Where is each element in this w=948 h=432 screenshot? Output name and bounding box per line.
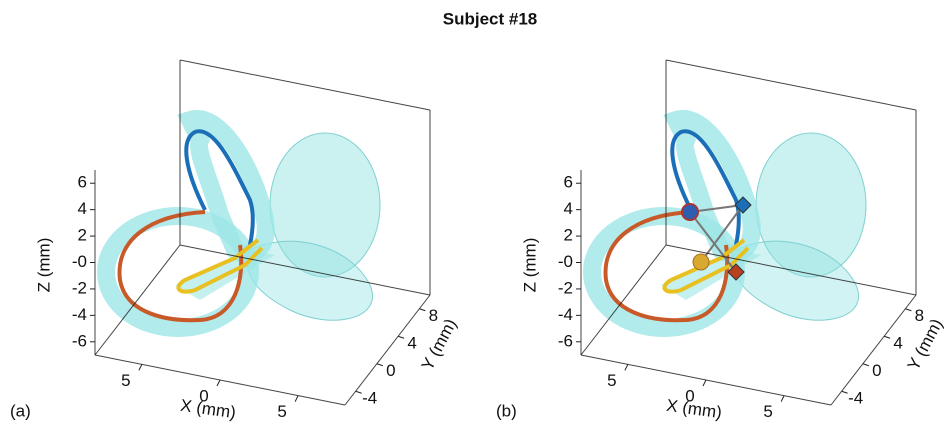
z-tick-label: -6	[558, 331, 573, 350]
x-tick-label: 5	[763, 402, 772, 421]
z-tick-label: 2	[78, 226, 87, 245]
z-axis-label: Z (mm)	[34, 238, 53, 293]
z-tick-label: 6	[564, 173, 573, 192]
box-edge	[830, 294, 917, 406]
y-tick-label: 0	[872, 361, 881, 380]
box-edge	[94, 244, 181, 356]
z-tick-label: -0	[72, 252, 87, 271]
y-tick	[883, 335, 891, 339]
z-tick-label: -0	[558, 252, 573, 271]
y-tick	[376, 363, 384, 367]
y-tick-label: 8	[915, 306, 924, 325]
y-tick-label: -4	[362, 389, 377, 408]
y-tick-label: 4	[893, 334, 902, 353]
x-tick	[294, 395, 299, 402]
x-tick-label: 0	[199, 386, 208, 405]
landmarks	[681, 196, 752, 281]
z-tick-label: 4	[564, 199, 573, 218]
y-tick	[355, 390, 362, 394]
box-edge	[179, 244, 431, 296]
z-tick-label: -2	[72, 278, 87, 297]
x-tick	[702, 379, 707, 387]
z-tick-label: -4	[72, 305, 87, 324]
x-tick-label: 5	[277, 402, 286, 421]
y-axis-label: Y (mm)	[418, 316, 461, 374]
y-tick	[862, 363, 870, 367]
y-tick-label: 8	[429, 306, 438, 325]
panel-label: (b)	[496, 401, 517, 420]
x-tick	[624, 364, 629, 371]
y-tick-label: 0	[386, 361, 395, 380]
z-tick-label: 2	[564, 226, 573, 245]
x-axis-label: X (mm)	[179, 396, 237, 423]
figure-title: Subject #18	[443, 9, 538, 28]
x-tick-label: 0	[685, 386, 694, 405]
box-edge	[665, 59, 917, 111]
x-tick-label: 5	[121, 371, 130, 390]
y-tick	[419, 308, 426, 312]
box-edge	[665, 244, 917, 296]
x-tick	[216, 379, 221, 387]
anatomy-a	[106, 119, 380, 328]
box-edge	[580, 244, 667, 356]
x-tick-label: 5	[607, 371, 616, 390]
x-tick	[780, 395, 785, 402]
y-tick	[397, 335, 405, 339]
z-tick-label: -2	[558, 278, 573, 297]
y-axis-label: Y (mm)	[904, 316, 947, 374]
z-tick-label: -4	[558, 305, 573, 324]
z-tick-label: 4	[78, 199, 87, 218]
y-tick-label: -4	[848, 389, 863, 408]
z-axis-label: Z (mm)	[520, 238, 539, 293]
x-axis-label: X (mm)	[665, 396, 723, 423]
panel-label: (a)	[10, 401, 31, 420]
x-tick	[138, 364, 143, 371]
y-tick-label: 4	[407, 334, 416, 353]
z-tick-label: -6	[72, 331, 87, 350]
y-tick	[841, 390, 848, 394]
z-tick-label: 6	[78, 173, 87, 192]
box-edge	[179, 59, 431, 111]
y-tick	[905, 308, 912, 312]
box-edge	[344, 294, 431, 406]
